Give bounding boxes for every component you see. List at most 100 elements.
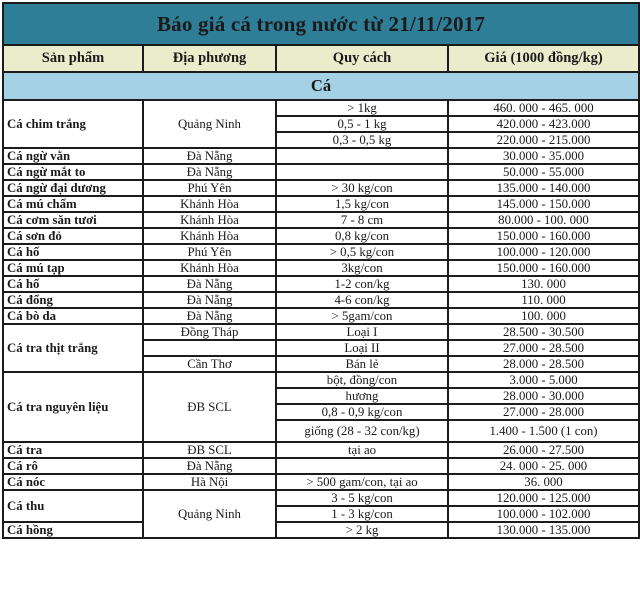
cell-location: Phú Yên [142,179,277,197]
cell-spec: > 500 gam/con, tại ao [275,473,449,491]
cell-product: Cá tra thịt trắng [2,323,144,373]
cell-location: Quảng Ninh [142,489,277,539]
table-row: Cá sơn đỏ Khánh Hòa 0,8 kg/con 150.000 - 16… [2,227,640,245]
cell-price: 420.000 - 423.000 [447,115,640,133]
table-row: Cá cơm săn tươi Khánh Hòa 7 - 8 cm 80.000 -… [2,211,640,229]
cell-location: ĐB SCL [142,371,277,443]
table-row: Cá bò da Đà Nẵng > 5gam/con 100. 000 [2,307,640,325]
table-row: Cá thu Quảng Ninh 3 - 5 kg/con 120.000 - 12… [2,489,640,539]
cell-price: 100.000 - 102.000 [447,505,640,523]
table-row: Cá nóc Hà Nội > 500 gam/con, tại ao 36. 000 [2,473,640,491]
cell-product: Cá hồng [2,521,144,539]
table-row: Cá tra thịt trắng Đồng Tháp Loại I 28.500 -… [2,323,640,373]
cell-spec: 0,5 - 1 kg [275,115,449,133]
cell-product: Cá sơn đỏ [2,227,144,245]
cell-price: 460. 000 - 465. 000 [447,99,640,117]
cell-product: Cá ngừ đại dương [2,179,144,197]
cell-spec: 0,3 - 0,5 kg [275,131,449,149]
cell-price: 100.000 - 120.000 [447,243,640,261]
cell-product: Cá tra [2,441,144,459]
table-row: Cá tra nguyên liệu ĐB SCL bột, đồng/con 3.0… [2,371,640,443]
table-row: Loại II 27.000 - 28.500 [3,339,640,357]
table-row: 0,8 - 0,9 kg/con 27.000 - 28.000 [3,403,640,421]
cell-location: Đà Nẵng [142,275,277,293]
table-row: Cá ngừ mắt to Đà Nẵng 50.000 - 55.000 [2,163,640,181]
cell-product: Cá rô [2,457,144,475]
table-row: Cá mú chấm Khánh Hòa 1,5 kg/con 145.000 - 1… [2,195,640,213]
cell-spec: 1 - 3 kg/con [275,505,449,523]
table-row: Cá mú tạp Khánh Hòa 3kg/con 150.000 - 160.0… [2,259,640,277]
col-header-location: Địa phương [142,44,277,73]
cell-spec: Loại II [275,339,449,357]
section-header-row: Cá [2,71,640,101]
cell-location: Khánh Hòa [142,211,277,229]
cell-location: Phú Yên [142,243,277,261]
cell-spec: giống (28 - 32 con/kg) [275,419,449,443]
cell-location: ĐB SCL [142,441,277,459]
cell-price: 135.000 - 140.000 [447,179,640,197]
cell-price: 26.000 - 27.500 [447,441,640,459]
table-row: Cá tra ĐB SCL tại ao 26.000 - 27.500 [2,441,640,459]
col-header-spec: Quy cách [275,44,449,73]
cell-spec: 3kg/con [275,259,449,277]
cell-product: Cá hố [2,275,144,293]
cell-spec [275,457,449,475]
cell-product: Cá mú tạp [2,259,144,277]
price-table-container: Báo giá cá trong nước từ 21/11/2017 Sản … [2,2,640,539]
cell-price: 27.000 - 28.000 [447,403,640,421]
page-title: Báo giá cá trong nước từ 21/11/2017 [2,2,640,46]
cell-location: Đà Nẵng [142,163,277,181]
cell-location [142,339,277,357]
cell-product: Cá thu [2,489,144,523]
table-row: hương 28.000 - 30.000 [3,387,640,405]
cell-price: 1.400 - 1.500 (1 con) [447,419,640,443]
table-row: Cá hồng > 2 kg 130.000 - 135.000 [2,521,640,539]
table-row: Cá ngừ vằn Đà Nẵng 30.000 - 35.000 [2,147,640,165]
cell-location: Đà Nẵng [142,307,277,325]
cell-product: Cá bò da [2,307,144,325]
cell-price: 24. 000 - 25. 000 [447,457,640,475]
cell-location: Cần Thơ [142,355,277,373]
cell-product: Cá tra nguyên liệu [2,371,144,443]
cell-spec: 1-2 con/kg [275,275,449,293]
cell-product: Cá nóc [2,473,144,491]
cell-price: 150.000 - 160.000 [447,227,640,245]
table-row: 0,3 - 0,5 kg 220.000 - 215.000 [3,131,640,149]
table-row: Cá chim trắng Quảng Ninh > 1kg 460. 000 - 4… [2,99,640,149]
cell-spec: Bán lẻ [275,355,449,373]
cell-location: Đà Nẵng [142,147,277,165]
cell-spec: Loại I [275,323,449,341]
cell-price: 50.000 - 55.000 [447,163,640,181]
table-row: Cá rô Đà Nẵng 24. 000 - 25. 000 [2,457,640,475]
table-row: giống (28 - 32 con/kg) 1.400 - 1.500 (1 c… [3,419,640,443]
cell-spec: 0,8 - 0,9 kg/con [275,403,449,421]
cell-product: Cá cơm săn tươi [2,211,144,229]
cell-spec: bột, đồng/con [275,371,449,389]
table-row: Cá đổng Đà Nẵng 4-6 con/kg 110. 000 [2,291,640,309]
table-row: Cá ngừ đại dương Phú Yên > 30 kg/con 135.00… [2,179,640,197]
cell-product: Cá hố [2,243,144,261]
cell-location: Hà Nội [142,473,277,491]
table-row: Cá hố Phú Yên > 0,5 kg/con 100.000 - 120.00… [2,243,640,261]
cell-location: Đồng Tháp [142,323,277,341]
table-row: 0,5 - 1 kg 420.000 - 423.000 [3,115,640,133]
cell-price: 130.000 - 135.000 [447,521,640,539]
cell-location: Khánh Hòa [142,259,277,277]
cell-spec: > 2 kg [275,521,449,539]
cell-price: 30.000 - 35.000 [447,147,640,165]
cell-location: Khánh Hòa [142,195,277,213]
cell-price: 28.500 - 30.500 [447,323,640,341]
cell-spec [275,147,449,165]
cell-product: Cá mú chấm [2,195,144,213]
cell-spec: 7 - 8 cm [275,211,449,229]
cell-product: Cá ngừ vằn [2,147,144,165]
cell-price: 145.000 - 150.000 [447,195,640,213]
cell-price: 220.000 - 215.000 [447,131,640,149]
cell-spec: 3 - 5 kg/con [275,489,449,507]
cell-location: Quảng Ninh [142,99,277,149]
cell-spec: > 0,5 kg/con [275,243,449,261]
cell-price: 130. 000 [447,275,640,293]
cell-location: Khánh Hòa [142,227,277,245]
cell-spec: hương [275,387,449,405]
cell-price: 110. 000 [447,291,640,309]
